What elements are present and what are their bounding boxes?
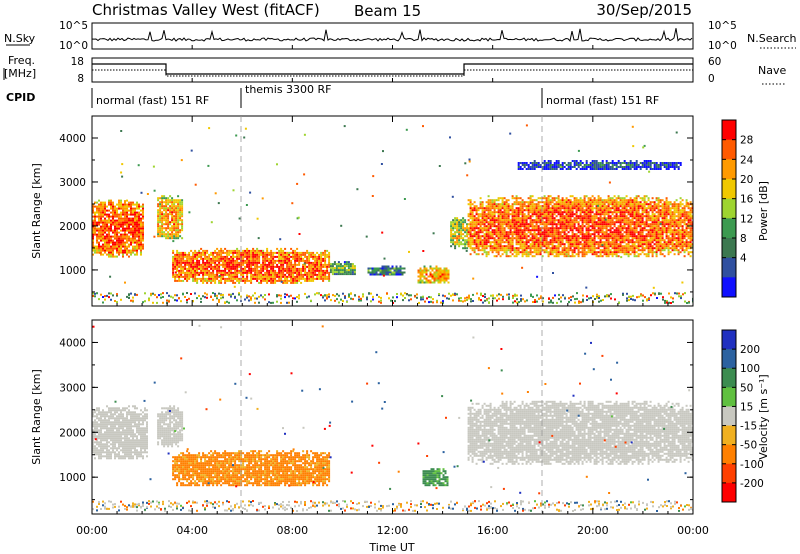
- power-ytick: 3000: [59, 177, 86, 189]
- power-colorbar-tick: 16: [740, 194, 754, 206]
- velocity-echo-region: [157, 405, 184, 448]
- cpid-row: CPID normal (fast) 151 RF themis 3300 RF…: [6, 83, 659, 108]
- station-title: Christmas Valley West (fitACF): [92, 1, 320, 19]
- power-colorbar-swatch: [722, 139, 736, 160]
- x-tick-label: 16:00: [477, 524, 509, 537]
- cpid-segment-2: themis 3300 RF: [245, 83, 332, 96]
- velocity-echo-region: [92, 405, 148, 460]
- velocity-colorbar-swatch: [722, 387, 736, 407]
- nsky-panel: N.Sky 10^5 10^0 10^5 10^0 N.Search: [4, 20, 797, 52]
- power-colorbar-swatch: [722, 238, 736, 259]
- velocity-colorbar-swatch: [722, 444, 736, 465]
- velocity-colorbar: 200 100 50 15 -15 -50 -100 -200 Velocity [m s⁻¹…: [721, 329, 770, 503]
- velocity-ytick: 3000: [59, 382, 86, 394]
- freq-label: Freq.: [8, 54, 35, 67]
- nsearch-tick-bottom: 10^0: [708, 40, 737, 52]
- velocity-echo-region: [422, 468, 449, 487]
- power-colorbar-tick: 28: [740, 135, 753, 147]
- power-echo-region: [517, 160, 682, 170]
- velocity-colorbar-tick: 100: [740, 363, 760, 375]
- freq-panel: Freq. [MHz] 18 8 60 0 Nave: [3, 54, 786, 85]
- cpid-segment-3: normal (fast) 151 RF: [546, 94, 659, 107]
- power-ytick: 1000: [59, 265, 86, 277]
- velocity-echo-region: [172, 450, 331, 487]
- velocity-panel: 1000 2000 3000 4000 Slant Range [km]: [30, 319, 694, 515]
- x-tick-label: 04:00: [176, 524, 208, 537]
- power-colorbar-swatch: [722, 159, 736, 180]
- power-ytick: 2000: [59, 221, 86, 233]
- power-colorbar-tick: 4: [740, 253, 747, 265]
- x-tick-label: 12:00: [377, 524, 409, 537]
- velocity-colorbar-tick: -15: [740, 421, 757, 433]
- nsky-tick-bottom: 10^0: [59, 40, 88, 52]
- velocity-ytick: 1000: [59, 472, 86, 484]
- power-colorbar-swatch: [722, 179, 736, 200]
- velocity-colorbar-swatch: [722, 425, 736, 446]
- nsky-trace: [91, 28, 693, 42]
- velocity-echo-region: [467, 400, 693, 465]
- power-colorbar-swatch: [722, 257, 736, 278]
- power-echo-region: [157, 195, 184, 240]
- power-colorbar-swatch: [722, 120, 736, 141]
- nsky-tick-top: 10^5: [59, 20, 88, 32]
- power-echo-region: [417, 265, 450, 284]
- nave-tick-top: 60: [708, 56, 721, 68]
- power-echo-region: [450, 217, 469, 250]
- power-colorbar-swatch: [722, 218, 736, 239]
- nsearch-label: N.Search: [747, 32, 797, 45]
- date-title: 30/Sep/2015: [596, 1, 692, 19]
- velocity-colorbar-tick: -200: [740, 478, 764, 490]
- power-echo-region: [467, 195, 693, 258]
- velocity-colorbar-swatch: [722, 482, 736, 503]
- velocity-ylabel: Slant Range [km]: [30, 369, 43, 465]
- freq-tick-top: 18: [71, 56, 84, 68]
- power-echo-region: [172, 247, 331, 284]
- power-colorbar-tick: 8: [740, 233, 747, 245]
- power-ytick: 4000: [59, 133, 86, 145]
- nave-tick-bottom: 0: [708, 73, 715, 85]
- power-colorbar-swatch: [722, 198, 736, 219]
- velocity-colorbar-tick: 50: [740, 382, 753, 394]
- power-echo-region: [92, 199, 144, 258]
- power-colorbar-tick: 24: [740, 154, 754, 166]
- nsearch-tick-top: 10^5: [708, 20, 737, 32]
- cpid-label: CPID: [6, 91, 35, 104]
- x-tick-label: 08:00: [276, 524, 308, 537]
- power-colorbar-tick: 20: [740, 174, 753, 186]
- velocity-colorbar-tick: 200: [740, 344, 760, 356]
- freq-unit: [MHz]: [4, 67, 36, 80]
- power-colorbar: 28 24 20 16 12 8 4 Power [dB]: [721, 119, 770, 298]
- velocity-ytick: 4000: [59, 337, 86, 349]
- beam-title: Beam 15: [354, 2, 421, 20]
- velocity-colorbar-swatch: [722, 330, 736, 350]
- power-echo-region: [367, 265, 406, 276]
- velocity-ytick: 2000: [59, 427, 86, 439]
- cpid-segment-1: normal (fast) 151 RF: [96, 94, 209, 107]
- velocity-colorbar-tick: 15: [740, 401, 753, 413]
- x-tick-label: 00:00: [677, 524, 709, 537]
- velocity-colorbar-label: Velocity [m s⁻¹]: [757, 374, 770, 459]
- power-echo-region: [329, 261, 356, 276]
- power-colorbar-swatch: [722, 277, 736, 298]
- power-panel: 1000 2000 3000 4000 Slant Range [km]: [30, 115, 694, 307]
- freq-trace: [92, 63, 693, 75]
- velocity-colorbar-tick: -100: [740, 459, 764, 471]
- velocity-colorbar-swatch: [722, 463, 736, 484]
- velocity-colorbar-swatch: [722, 406, 736, 427]
- x-axis-label: Time UT: [368, 541, 414, 554]
- nave-label: Nave: [758, 64, 786, 77]
- velocity-colorbar-swatch: [722, 349, 736, 369]
- velocity-colorbar-tick: -50: [740, 440, 757, 452]
- x-tick-label: 00:00: [76, 524, 108, 537]
- power-ylabel: Slant Range [km]: [30, 163, 43, 259]
- freq-tick-bottom: 8: [77, 73, 84, 85]
- power-colorbar-tick: 12: [740, 213, 753, 225]
- velocity-colorbar-swatch: [722, 368, 736, 388]
- nave-trace: [92, 69, 693, 77]
- x-axis: 00:00 04:00 08:00 12:00 16:00 20:00 00:00: [76, 45, 709, 537]
- power-colorbar-label: Power [dB]: [757, 181, 770, 241]
- x-tick-label: 20:00: [577, 524, 609, 537]
- nsky-label: N.Sky: [4, 32, 36, 45]
